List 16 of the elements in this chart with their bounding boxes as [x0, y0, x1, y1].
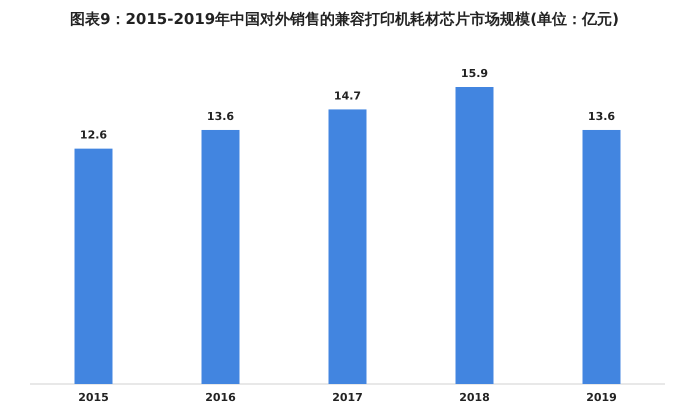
x-tick-label: 2016	[205, 391, 236, 404]
bar	[74, 148, 112, 384]
x-tick-label: 2019	[586, 391, 617, 404]
bar	[328, 109, 366, 384]
chart-title: 图表9：2015-2019年中国对外销售的兼容打印机耗材芯片市场规模(单位：亿元)	[70, 10, 619, 28]
data-label: 13.6	[588, 110, 616, 123]
data-label: 12.6	[80, 128, 108, 142]
data-label: 13.6	[206, 110, 234, 123]
data-label: 15.9	[460, 67, 488, 80]
x-tick-label: 2015	[78, 391, 109, 404]
bar	[456, 87, 494, 384]
bar	[202, 130, 240, 384]
data-label: 14.7	[334, 89, 362, 102]
x-tick-label: 2017	[332, 391, 363, 404]
x-tick-label: 2018	[459, 391, 490, 404]
bar	[582, 130, 620, 384]
